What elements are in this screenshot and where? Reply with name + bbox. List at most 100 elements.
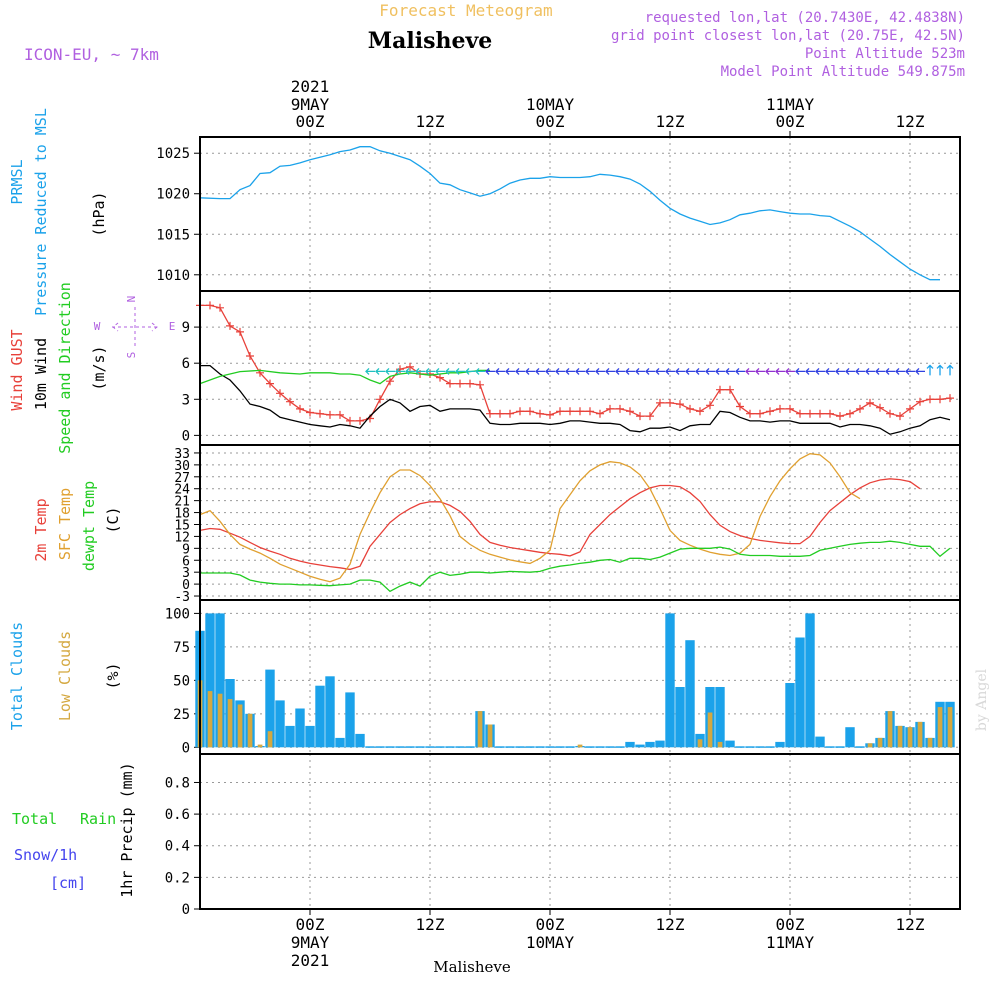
series-line-2m-temp [199,478,921,571]
gust-marker [946,394,954,403]
total-cloud-bar [295,708,305,748]
panel-pressure: 1010 1015 1020 1025 [156,136,961,292]
ylabel-pressure-unit: (hPa) [90,191,108,236]
total-cloud-bar [435,746,445,748]
label-cm: [cm] [50,874,86,892]
xtick-date-bottom: 9MAY [291,933,330,952]
compass-s: S [125,352,138,359]
ytick-label: 100 [165,606,190,622]
low-cloud-bar [227,699,233,748]
gust-marker [806,409,814,418]
total-cloud-bar [335,737,345,748]
low-cloud-bar [247,713,253,748]
wind-direction-arrow [485,367,495,375]
ytick-label: 0 [182,578,190,593]
wind-direction-arrow [435,367,445,375]
low-cloud-bar [207,691,213,748]
gust-marker [586,407,594,416]
gust-marker [526,407,534,416]
wind-direction-arrow [425,367,435,375]
ytick-label: 3 [182,392,190,408]
low-cloud-bar [877,737,883,748]
total-cloud-bar [355,733,365,748]
gust-marker [836,412,844,421]
total-cloud-bar [545,746,555,748]
ylabel-clouds-unit: (%) [104,662,122,689]
wind-direction-arrow [445,367,455,375]
panel-precip: 0 0.2 0.4 0.6 0.8 [165,753,961,918]
gust-marker [436,373,444,382]
total-cloud-bar [445,746,455,748]
footer-place: Malisheve [433,958,511,976]
wind-direction-arrow [645,367,655,375]
gust-marker [866,398,874,407]
xtick-hour-bottom: 12Z [656,915,685,934]
wind-direction-arrow [715,367,725,375]
wind-direction-arrow [785,367,795,375]
gust-marker [906,404,914,413]
xtick-hour-top: 00Z [776,112,805,131]
compass-arrows [112,307,158,347]
low-cloud-bar [947,707,953,748]
ytick-label: 9 [182,320,190,336]
wind-direction-arrow [545,367,555,375]
ytick-label: 0 [182,740,190,756]
total-cloud-bar [735,746,745,748]
total-cloud-bar [715,687,725,748]
compass-e: E [169,320,176,333]
series-line-wind-gust [200,304,951,422]
gust-marker [726,385,734,394]
ytick-label: 1025 [156,146,190,162]
wind-direction-arrow [795,367,805,375]
ylabel-total-clouds: Total Clouds [8,622,26,730]
gust-marker [766,407,774,416]
gust-marker [886,409,894,418]
wind-direction-arrow [535,367,545,375]
xtick-date-top: 9MAY [291,95,330,114]
ytick-label: 0.6 [165,807,190,823]
gust-marker [476,380,484,389]
model-label: ICON-EU, ~ 7km [24,45,159,64]
ytick-label: 18 [174,507,190,522]
wind-direction-arrow [375,367,385,375]
wind-direction-arrow [946,364,954,376]
wind-direction-arrow [936,364,944,376]
xtick-hour-bottom: 12Z [416,915,445,934]
gust-marker [656,398,664,407]
gust-marker [246,352,254,360]
total-cloud-bar [665,613,675,748]
wind-direction-arrow [695,367,705,375]
gust-marker [616,404,624,413]
ytick-label: 15 [174,518,190,533]
wind-direction-arrow [505,367,515,375]
wind-direction-arrow [605,367,615,375]
ytick-label: 0.8 [165,775,190,791]
wind-direction-arrow [405,367,415,375]
gust-marker [676,400,684,409]
wind-direction-arrow [585,367,595,375]
gust-marker [796,409,804,418]
total-cloud-bar [635,744,645,748]
ytick-label: 0.2 [165,870,190,886]
gust-marker [706,401,714,410]
gust-marker [826,409,834,418]
wind-direction-arrow [665,367,675,375]
wind-direction-arrow [865,367,875,375]
gust-marker [756,409,764,418]
forecast-title: Forecast Meteogram [379,1,552,20]
gust-marker [296,404,304,413]
total-cloud-bar [835,746,845,748]
total-cloud-bar [795,637,805,748]
low-cloud-bar [487,724,493,748]
total-cloud-bar [365,746,375,748]
total-cloud-bar [675,687,685,748]
ytick-label: 0 [182,428,190,444]
gust-marker [386,377,394,386]
ytick-label: 33 [174,447,190,462]
wind-direction-arrow [845,367,855,375]
low-cloud-bar [217,693,223,748]
xtick-hour-top: 12Z [656,112,685,131]
ytick-label: 25 [173,707,190,723]
total-cloud-bar [775,741,785,748]
